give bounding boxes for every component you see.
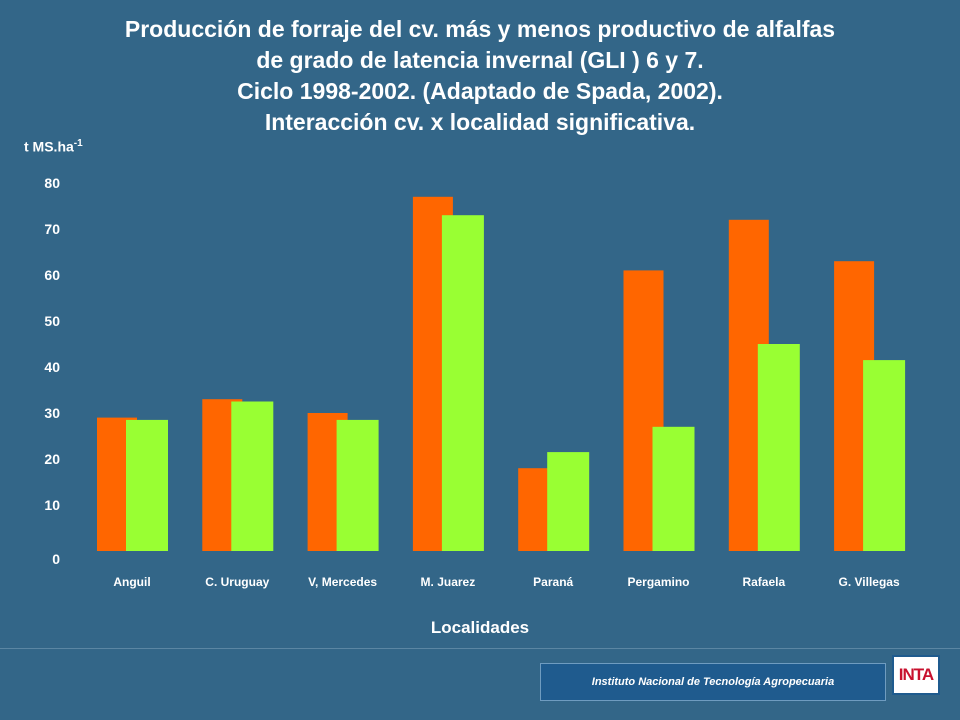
y-tick-label: 50 [44, 313, 60, 329]
title-line-2: de grado de latencia invernal (GLI ) 6 y… [256, 47, 704, 73]
y-tick-label: 40 [44, 359, 60, 375]
y-axis-ticks: 0 10 20 30 40 50 60 70 80 [44, 175, 60, 567]
y-axis-label-main: t MS.ha [24, 138, 74, 155]
title-line-1: Producción de forraje del cv. más y meno… [124, 16, 836, 42]
y-axis-label-exponent: -1 [73, 138, 83, 149]
x-tick-label: G. Villegas [839, 575, 900, 589]
x-tick-label: Paraná [533, 575, 573, 589]
bar-series-2 [547, 452, 590, 551]
y-tick-label: 10 [44, 497, 60, 513]
x-tick-label: C. Uruguay [205, 575, 269, 589]
x-tick-label: Rafaela [742, 575, 785, 589]
bars [97, 196, 906, 552]
y-tick-label: 80 [44, 175, 60, 191]
bar-series-2 [441, 215, 484, 551]
footer-divider [0, 648, 960, 649]
y-tick-label: 30 [44, 405, 60, 421]
x-tick-label: M. Juarez [421, 575, 476, 589]
x-tick-label: Anguil [113, 575, 150, 589]
title-line-4: Interacción cv. x localidad significativ… [264, 109, 696, 135]
y-tick-label: 0 [52, 551, 60, 567]
bar-series-2 [231, 401, 274, 551]
y-tick-label: 20 [44, 451, 60, 467]
x-axis-ticks: Anguil C. Uruguay V, Mercedes M. Juarez Para… [113, 575, 900, 589]
x-axis-label: Localidades [430, 618, 530, 637]
inta-logo: INTA [892, 655, 940, 695]
chart-title: Producción de forraje del cv. más y meno… [0, 14, 960, 138]
logo-text: INTA [898, 665, 934, 684]
y-tick-label: 60 [44, 267, 60, 283]
x-tick-label: V, Mercedes [308, 575, 377, 589]
bar-series-2 [863, 360, 906, 551]
bar-series-2 [757, 344, 800, 551]
y-axis-label: t MS.ha-1 [24, 138, 83, 155]
bar-series-2 [336, 419, 379, 551]
y-tick-label: 70 [44, 221, 60, 237]
institute-banner: Instituto Nacional de Tecnología Agropec… [540, 663, 886, 701]
bar-series-2 [652, 426, 695, 551]
title-line-3: Ciclo 1998-2002. (Adaptado de Spada, 200… [237, 78, 723, 104]
x-tick-label: Pergamino [627, 575, 689, 589]
bar-series-2 [126, 419, 168, 551]
